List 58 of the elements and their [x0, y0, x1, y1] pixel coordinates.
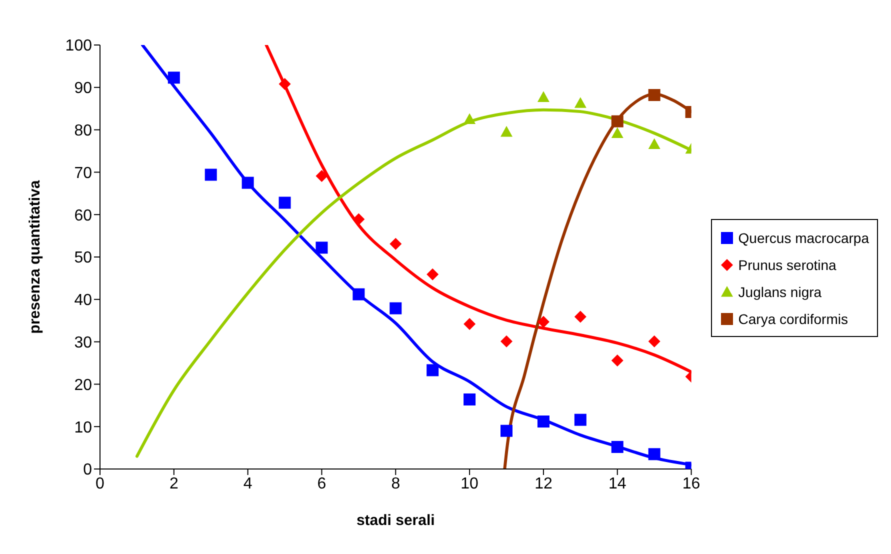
point — [611, 440, 624, 453]
y-tick-label: 0 — [83, 462, 92, 479]
point — [316, 242, 328, 254]
legend-label: Prunus serotina — [738, 256, 836, 272]
point — [242, 176, 254, 189]
x-tick-label: 12 — [534, 475, 552, 492]
y-tick-label: 30 — [74, 334, 92, 352]
point — [168, 72, 180, 84]
point — [464, 113, 476, 124]
point — [316, 170, 328, 182]
y-tick-label: 40 — [74, 292, 92, 310]
point — [500, 126, 513, 137]
legend-label: Juglans nigra — [738, 284, 822, 300]
point — [352, 288, 365, 300]
x-tick-label: 10 — [460, 475, 479, 492]
y-tick-label: 90 — [74, 80, 92, 98]
point — [278, 78, 291, 90]
point — [611, 127, 624, 138]
point — [537, 416, 550, 428]
point — [390, 302, 402, 314]
y-tick-label: 80 — [74, 122, 92, 140]
point — [500, 335, 513, 348]
y-tick-label: 50 — [74, 250, 92, 267]
point — [426, 268, 439, 280]
point — [537, 91, 550, 102]
point — [574, 310, 586, 323]
x-tick-label: 16 — [682, 475, 700, 492]
point — [574, 414, 586, 426]
point — [278, 196, 291, 209]
x-tick-label: 0 — [96, 475, 105, 492]
point — [611, 354, 624, 366]
point — [574, 97, 586, 108]
point — [390, 238, 402, 250]
point — [204, 168, 217, 181]
point — [648, 448, 660, 460]
legend-label: Carya cordiformis — [738, 310, 848, 326]
y-tick-label: 70 — [74, 164, 92, 182]
point — [648, 335, 660, 348]
y-tick-label: 10 — [74, 419, 92, 436]
point — [464, 318, 476, 330]
x-tick-label: 14 — [608, 475, 626, 492]
point — [648, 138, 660, 150]
point — [426, 364, 439, 376]
point — [611, 115, 624, 128]
point — [648, 89, 660, 102]
point — [464, 393, 476, 406]
y-axis-title: presenza quantitativa — [26, 180, 44, 334]
x-tick-label: 6 — [317, 475, 326, 492]
legend-label: Quercus macrocarpa — [738, 230, 869, 246]
x-axis-title: stadi serali — [356, 512, 435, 529]
point — [500, 424, 513, 437]
x-tick-label: 8 — [391, 475, 400, 492]
y-tick-label: 20 — [74, 376, 92, 394]
x-tick-label: 4 — [243, 475, 252, 492]
point — [537, 316, 550, 328]
y-tick-label: 100 — [65, 38, 92, 55]
y-tick-label: 60 — [74, 207, 92, 224]
x-tick-label: 2 — [169, 475, 178, 492]
